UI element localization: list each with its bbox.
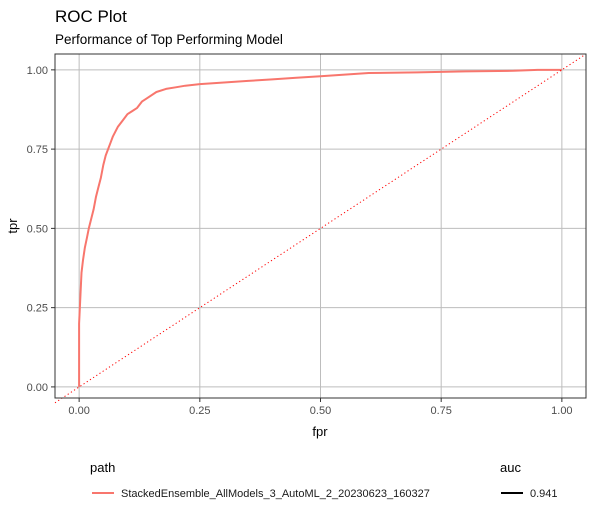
y-tick-label-2: 0.50 — [27, 223, 48, 235]
legend-path: path StackedEnsemble_AllModels_3_AutoML_… — [90, 460, 430, 500]
legend-auc: auc 0.941 — [500, 460, 558, 500]
y-axis-label: tpr — [5, 218, 20, 234]
y-axis-ticks: 0.00 0.25 0.50 0.75 1.00 — [27, 65, 55, 394]
legend-auc-title: auc — [500, 460, 521, 475]
legend-path-title: path — [90, 460, 115, 475]
gridlines — [55, 54, 586, 398]
legend-auc-label: 0.941 — [530, 488, 558, 500]
x-axis-ticks: 0.00 0.25 0.50 0.75 1.00 — [68, 398, 573, 417]
x-tick-label-3: 0.75 — [430, 405, 451, 417]
x-axis-label: fpr — [312, 424, 328, 439]
chart-subtitle: Performance of Top Performing Model — [55, 32, 283, 47]
chart-title: ROC Plot — [55, 7, 127, 26]
roc-curve-line — [78, 68, 562, 387]
y-tick-label-1: 0.25 — [27, 303, 48, 315]
y-tick-label-4: 1.00 — [27, 65, 48, 77]
x-tick-label-2: 0.50 — [310, 405, 331, 417]
x-tick-label-1: 0.25 — [189, 405, 210, 417]
series-layer — [54, 53, 587, 404]
x-tick-label-4: 1.00 — [551, 405, 572, 417]
y-tick-label-3: 0.75 — [27, 144, 48, 156]
x-tick-label-0: 0.00 — [68, 405, 89, 417]
legend-path-label: StackedEnsemble_AllModels_3_AutoML_2_202… — [121, 488, 430, 500]
y-tick-label-0: 0.00 — [27, 382, 48, 394]
